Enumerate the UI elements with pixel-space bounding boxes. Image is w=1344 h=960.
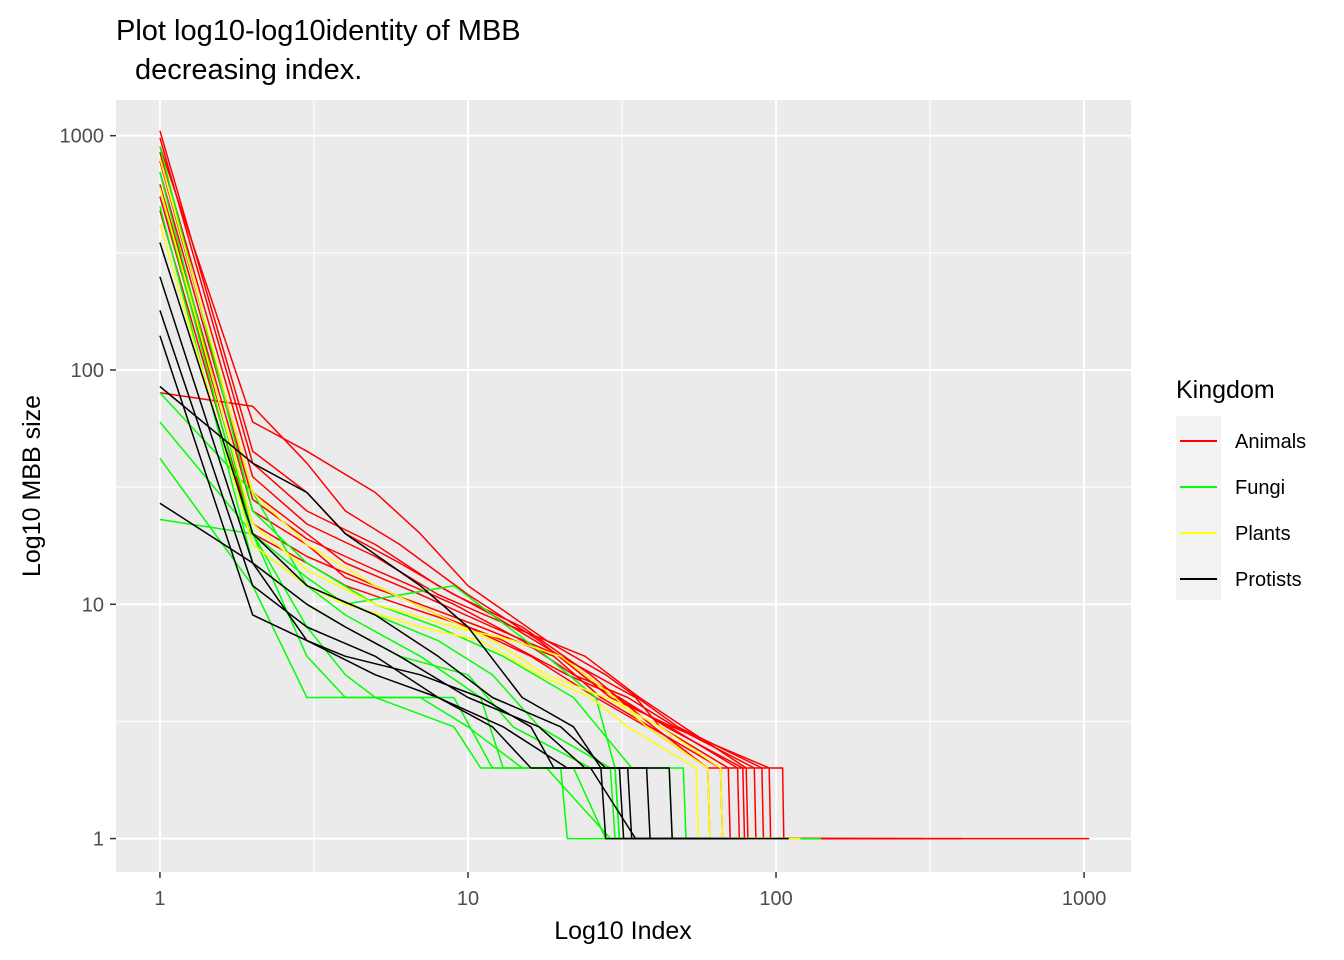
series-line-fungi-10 [159, 146, 822, 840]
series-line-protists-25 [159, 385, 684, 840]
legend-title: Kingdom [1176, 376, 1275, 404]
series-line-plants-20 [159, 223, 762, 840]
legend-key-background [1176, 416, 1221, 600]
series-line-plants-18 [159, 158, 801, 840]
x-tick-label: 10 [457, 888, 479, 910]
series-line-plants-19 [159, 187, 776, 840]
y-tick-label: 100 [71, 360, 104, 382]
legend-label-plants: Plants [1235, 523, 1291, 545]
series-line-protists-26 [159, 502, 738, 840]
chart-title-line-2: decreasing index. [135, 54, 362, 86]
y-tick-label: 1000 [60, 126, 105, 148]
series-line-animals-1 [159, 137, 962, 840]
series-line-protists-23 [159, 309, 729, 840]
y-tick-label: 1 [93, 829, 104, 851]
x-tick-label: 1000 [1062, 888, 1107, 910]
series-line-protists-24 [159, 335, 708, 840]
series-line-protists-22 [159, 276, 747, 840]
y-tick-label: 10 [82, 594, 104, 616]
legend-label-fungi: Fungi [1235, 477, 1285, 499]
series-line-fungi-17 [159, 518, 697, 840]
series-layer [159, 130, 1090, 840]
series-line-animals-7 [159, 196, 839, 840]
y-axis: 1 10 100 1000 [60, 126, 116, 851]
x-tick-label: 100 [759, 888, 792, 910]
series-line-protists-21 [159, 242, 789, 840]
x-axis-title: Log10 Index [554, 917, 692, 945]
x-axis: 1 10 100 1000 [154, 872, 1106, 910]
plot-panel [116, 100, 1131, 872]
legend: Kingdom Animals Fungi Plants Protists [1176, 376, 1306, 600]
chart-title-line-1: Plot log10-log10identity of MBB [116, 15, 521, 47]
series-line-animals-2 [159, 146, 899, 840]
legend-label-animals: Animals [1235, 431, 1306, 453]
legend-label-protists: Protists [1235, 569, 1302, 591]
series-line-animals-9 [159, 391, 812, 840]
y-axis-title: Log10 MBB size [18, 395, 46, 577]
series-line-fungi-14 [159, 392, 708, 840]
x-tick-label: 1 [154, 888, 165, 910]
series-line-animals-3 [159, 151, 923, 840]
grid [116, 100, 1131, 872]
